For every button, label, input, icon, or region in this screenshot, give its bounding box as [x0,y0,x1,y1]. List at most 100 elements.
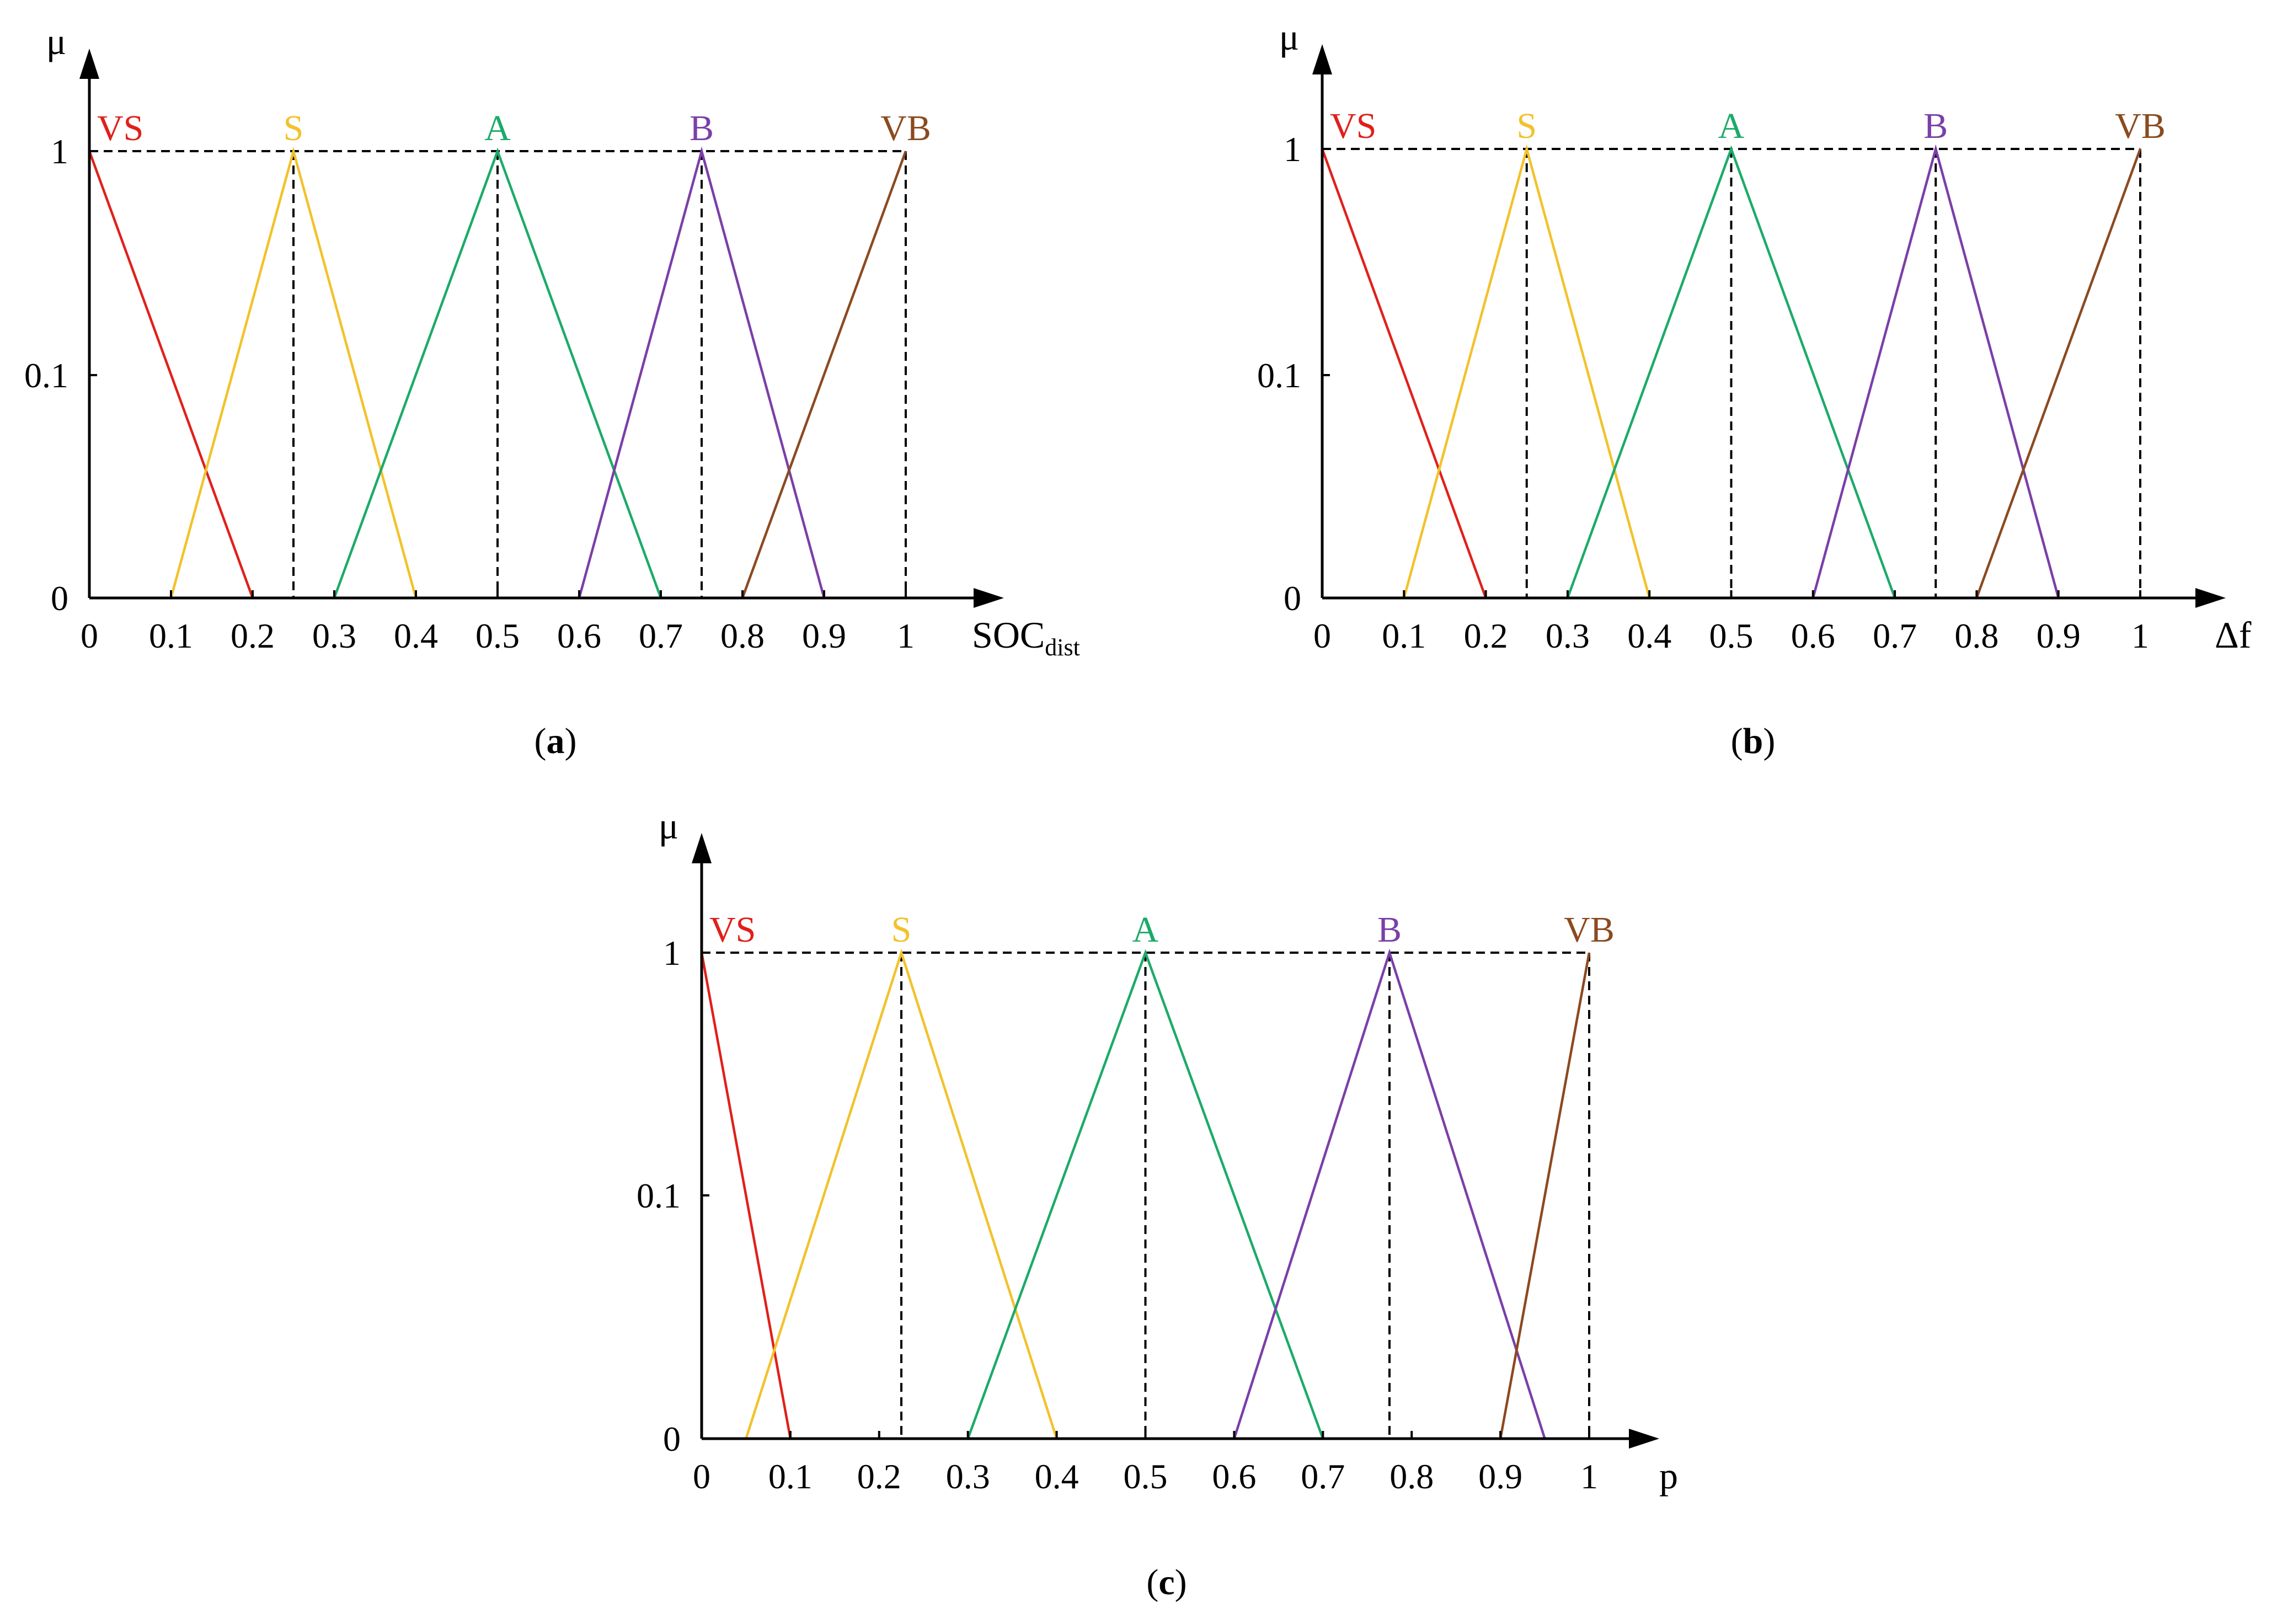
series-line-a [966,949,1324,1439]
x-axis-arrow [2195,588,2226,608]
x-axis-title-main: p [1659,1455,1678,1497]
series-line-s [745,948,1058,1439]
panel-caption: (a) [535,721,577,761]
series-label-a: A [484,108,511,148]
x-tick-label: 0.2 [857,1457,901,1496]
y-axis-title: μ [659,805,678,847]
y-tick-label: 1 [663,933,681,973]
y-tick-label: 0.1 [24,356,68,395]
series-label-s: S [891,910,912,950]
y-tick-label: 1 [51,132,68,171]
x-axis-arrow [974,588,1004,608]
x-tick-label: 0.7 [639,616,683,655]
x-axis-title: p [1659,1455,1678,1497]
x-tick-label: 0.6 [1212,1457,1256,1496]
series-label-vs: VS [97,108,143,148]
series-label-b: B [690,108,714,148]
series-label-s: S [284,108,304,148]
y-tick-label: 0.1 [637,1176,681,1215]
x-tick-label: 0.1 [768,1457,813,1496]
x-tick-label: 1 [897,616,915,655]
series-line-vs [1321,148,1487,599]
x-axis-title: SOCdist [972,614,1080,661]
series-line-a [1566,145,1896,599]
y-axis-title: μ [46,20,66,62]
x-tick-label: 0.6 [1791,616,1835,655]
series-line-b [578,146,826,599]
series-line-vb [1499,952,1591,1439]
x-axis-arrow [1629,1429,1659,1449]
caption-letter: c [1158,1562,1174,1602]
y-tick-label: 0 [51,579,68,618]
caption-close-paren: ) [565,721,577,761]
panel-caption: (c) [1146,1562,1187,1602]
x-tick-label: 0.3 [1546,616,1590,655]
caption-open-paren: ( [1731,721,1743,761]
y-tick-label: 0 [663,1419,681,1459]
x-tick-label: 0.6 [557,616,601,655]
series-line-vs [88,151,254,599]
x-tick-label: 0.3 [312,616,356,655]
caption-close-paren: ) [1763,721,1775,761]
x-tick-label: 0.1 [1382,616,1426,655]
x-tick-label: 0.9 [802,616,846,655]
y-tick-label: 1 [1284,130,1301,169]
x-tick-label: 0.7 [1301,1457,1345,1496]
x-tick-label: 0.7 [1873,616,1917,655]
series-line-vs [700,952,792,1439]
chart-panel-b: VS S A B VB 0 0.1 0.2 0.3 0.4 0.5 0.6 0.7 0.8 0.9 1 0 0.1… [1257,16,2252,761]
caption-close-paren: ) [1175,1562,1187,1602]
y-tick-label: 0 [1284,579,1301,618]
series-label-vb: VB [2115,106,2166,146]
series-line-s [169,146,418,599]
caption-open-paren: ( [1146,1562,1158,1602]
series-line-b [1233,948,1546,1439]
x-tick-label: 0.9 [2037,616,2081,655]
y-tick-label: 0.1 [1257,356,1301,395]
x-tick-label: 0 [1313,616,1331,655]
caption-open-paren: ( [535,721,547,761]
caption-letter: a [547,721,565,761]
y-axis-arrow [1312,44,1332,74]
x-tick-label: 0.8 [1389,1457,1434,1496]
x-tick-label: 0.8 [720,616,765,655]
x-tick-label: 0.4 [1035,1457,1079,1496]
x-tick-label: 0.8 [1954,616,1998,655]
series-line-s [1403,144,1651,599]
chart-panel-a: VS S A B VB 0 0.1 0.2 0.3 0.4 0.5 0.6 0.7 0.8 0.9 1 0 0.1… [24,20,1080,761]
series-line-vb [741,151,907,599]
series-line-a [333,147,662,599]
series-label-a: A [1132,910,1159,950]
y-axis-arrow [79,49,99,79]
x-tick-label: 0.4 [394,616,438,655]
series-line-b [1811,144,2060,599]
caption-letter: b [1743,721,1763,761]
x-tick-label: 0.2 [231,616,275,655]
x-tick-label: 0 [81,616,98,655]
panel-caption: (b) [1731,721,1776,761]
x-tick-label: 0.5 [1709,616,1754,655]
chart-panel-c: VS S A B VB 0 0.1 0.2 0.3 0.4 0.5 0.6 0.7 0.8 0.9 1 0 0.1… [637,805,1678,1602]
series-label-b: B [1377,910,1402,950]
x-tick-label: 0 [693,1457,710,1496]
y-axis-arrow [692,833,712,863]
series-label-vs: VS [1330,106,1376,146]
series-label-vb: VB [1564,910,1615,950]
series-label-b: B [1923,106,1948,146]
x-tick-label: 0.1 [149,616,193,655]
series-label-a: A [1718,106,1745,146]
x-tick-label: 1 [2131,616,2149,655]
x-tick-label: 1 [1580,1457,1598,1496]
x-tick-label: 0.2 [1464,616,1508,655]
x-tick-label: 0.9 [1478,1457,1522,1496]
series-line-vb [1975,148,2142,599]
x-tick-label: 0.4 [1627,616,1671,655]
y-axis-title: μ [1279,16,1299,58]
x-tick-label: 0.5 [1124,1457,1168,1496]
series-label-s: S [1516,106,1537,146]
x-axis-title: Δf [2215,614,2252,656]
series-label-vs: VS [709,910,756,950]
x-axis-title-main: Δf [2215,614,2252,656]
x-axis-title-subscript: dist [1045,634,1080,661]
